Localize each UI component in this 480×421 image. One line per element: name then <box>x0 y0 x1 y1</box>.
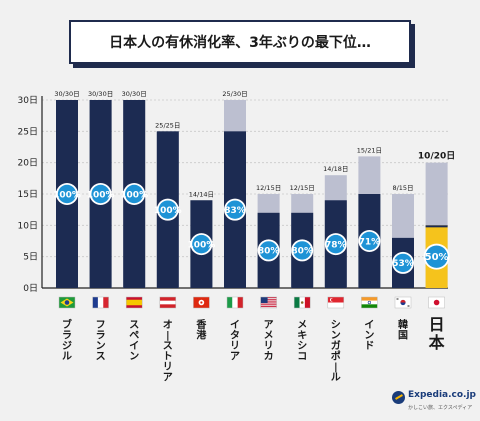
y-tick-label: 30日 <box>18 95 38 106</box>
austria-flag-icon <box>159 296 177 309</box>
expedia-logo-icon <box>392 391 405 404</box>
flag-border <box>58 296 76 309</box>
category-label: スペイン <box>129 319 139 363</box>
percent-badge <box>225 200 245 219</box>
percent-badge <box>125 184 144 204</box>
flag-border <box>293 296 311 309</box>
percent-badge-label: 100% <box>120 190 148 200</box>
percent-badge-label: 50% <box>425 252 449 263</box>
category-label: フランス <box>96 319 106 363</box>
singapore-flag-icon <box>327 296 345 309</box>
expedia-brand: Expedia.co.jp かしこい旅、エクスペディア <box>392 388 476 416</box>
usa-flag-icon <box>260 296 277 309</box>
bar-fraction-label: 12/15日 <box>290 184 315 192</box>
bar-fraction-label: 12/15日 <box>256 184 281 192</box>
percent-badge <box>326 234 345 254</box>
category-label: オ|ストリア <box>163 319 173 384</box>
flag-border <box>260 296 277 309</box>
percent-badge <box>91 184 110 204</box>
flag-border <box>193 296 210 309</box>
percent-badge-label: 100% <box>53 190 81 200</box>
bar-fraction-label: 8/15日 <box>392 184 413 192</box>
percent-badge-label: 80% <box>258 247 280 257</box>
spain-flag-icon <box>125 296 143 309</box>
bar-fraction-label: 15/21日 <box>357 146 382 154</box>
percent-badge-label: 83% <box>224 206 246 216</box>
flag-border <box>92 296 109 309</box>
percent-badge-label: 100% <box>87 190 115 200</box>
y-tick-label: 10日 <box>18 220 38 231</box>
percent-badge <box>425 245 448 268</box>
bar-fraction-label: 25/30日 <box>222 90 247 98</box>
y-tick-label: 0日 <box>23 283 38 294</box>
percent-badge-label: 78% <box>325 240 347 250</box>
brazil-flag-icon <box>58 296 76 309</box>
flag-border <box>159 296 177 309</box>
y-tick-label: 5日 <box>23 252 38 263</box>
percent-badge-label: 100% <box>187 240 215 250</box>
category-label: アメリカ <box>264 319 274 363</box>
bar-fraction-label: 30/30日 <box>54 90 79 98</box>
india-flag-icon <box>361 296 378 309</box>
y-tick-label: 25日 <box>18 126 38 137</box>
category-label: シンガポ|ル <box>331 319 341 384</box>
flag-border <box>125 296 143 309</box>
mexico-flag-icon <box>293 296 311 309</box>
percent-badge-label: 53% <box>392 259 414 269</box>
flag-border <box>428 296 445 309</box>
bar-taken-cap <box>425 225 448 228</box>
category-label: 韓国 <box>398 318 408 342</box>
korea-flag-icon <box>394 296 412 309</box>
bar-fraction-label: 10/20日 <box>418 151 455 162</box>
chart-title: 日本人の有休消化率、3年ぶりの最下位… <box>109 35 371 51</box>
flag-border <box>361 296 378 309</box>
category-label: 香港 <box>196 318 207 342</box>
flag-border <box>394 296 412 309</box>
japan-flag-icon <box>428 296 445 309</box>
italy-flag-icon <box>226 296 244 309</box>
percent-badge <box>192 234 211 254</box>
bar-fraction-label: 30/30日 <box>88 90 113 98</box>
france-flag-icon <box>92 296 109 309</box>
bar-fraction-label: 14/18日 <box>323 165 348 173</box>
percent-badge <box>57 184 77 204</box>
category-label: 日本 <box>429 315 445 352</box>
y-tick-label: 15日 <box>18 189 38 200</box>
percent-badge <box>158 200 177 219</box>
percent-badge-label: 80% <box>291 247 313 257</box>
brand-tagline: かしこい旅、エクスペディア <box>408 405 473 411</box>
title-banner: 日本人の有休消化率、3年ぶりの最下位… <box>69 20 411 64</box>
percent-badge <box>293 241 312 260</box>
percent-badge <box>360 231 379 251</box>
category-label: メキシコ <box>297 319 307 363</box>
percent-badge-label: 71% <box>359 237 381 247</box>
flag-border <box>226 296 244 309</box>
percent-badge-label: 100% <box>154 206 182 216</box>
percent-badge <box>259 241 278 260</box>
y-tick-label: 20日 <box>18 158 38 169</box>
hong-kong-flag-icon <box>193 296 210 309</box>
flag-border <box>327 296 345 309</box>
bar-fraction-label: 30/30日 <box>122 90 147 98</box>
category-label: インド <box>364 319 374 352</box>
category-label: イタリア <box>230 319 240 363</box>
category-label: ブラジル <box>62 318 72 363</box>
percent-badge <box>393 253 413 273</box>
brand-name: Expedia.co.jp <box>408 390 476 400</box>
bar-fraction-label: 25/25日 <box>155 121 180 129</box>
bar-fraction-label: 14/14日 <box>189 190 214 198</box>
